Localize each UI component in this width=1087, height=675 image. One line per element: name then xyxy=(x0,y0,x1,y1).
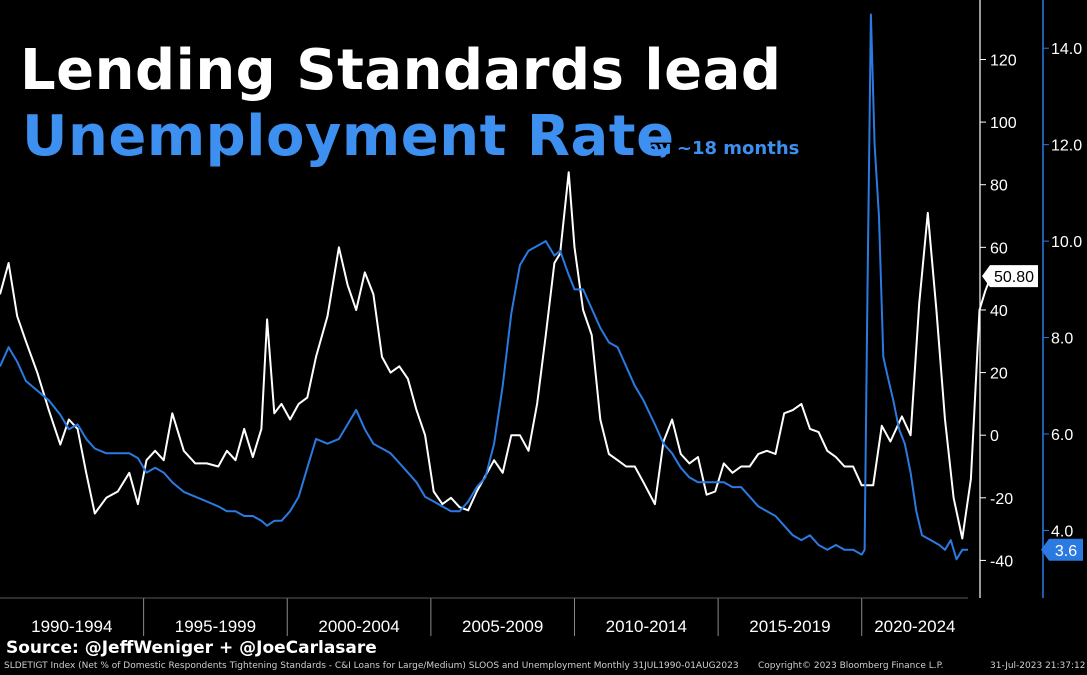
x-tick-label: 1995-1999 xyxy=(175,617,256,636)
x-tick-label: 2005-2009 xyxy=(462,617,543,636)
left-axis-tick-label: 80 xyxy=(990,178,1008,195)
chart-title-line1: Lending Standards lead xyxy=(20,38,782,103)
chart-title-line2: Unemployment Rate xyxy=(22,104,675,169)
left-axis-tick-label: 0 xyxy=(990,428,999,445)
x-axis-labels: 1990-1994 1995-1999 2000-2004 2005-2009 2010… xyxy=(31,617,955,636)
lending-last-value-label: 50.80 xyxy=(994,269,1034,286)
x-tick-label: 2010-2014 xyxy=(606,617,687,636)
left-axis-tick-label: 40 xyxy=(990,303,1008,320)
left-axis-tick-label: 100 xyxy=(990,115,1017,132)
unemployment-last-value-badge xyxy=(1041,538,1083,561)
right-axis-tick-label: 14.0 xyxy=(1051,41,1082,58)
footer-series-description: SLDETIGT Index (Net % of Domestic Respon… xyxy=(4,661,739,671)
right-y-axis: 4.0 6.0 8.0 10.0 12.0 14.0 xyxy=(1042,0,1082,598)
right-axis-tick-label: 4.0 xyxy=(1051,523,1073,540)
left-axis-tick-label: 120 xyxy=(990,52,1017,69)
right-axis-tick-label: 12.0 xyxy=(1051,138,1082,155)
footer-timestamp: 31-Jul-2023 21:37:12 xyxy=(990,661,1086,671)
lending-standards-line xyxy=(0,171,992,540)
right-axis-tick-label: 8.0 xyxy=(1051,331,1073,348)
lending-last-value-badge xyxy=(982,265,1038,288)
chart-subtitle: by ~18 months xyxy=(646,138,800,159)
x-axis-dividers xyxy=(0,597,968,636)
footer-copyright: Copyright© 2023 Bloomberg Finance L.P. xyxy=(758,661,944,671)
series-lines xyxy=(0,13,992,561)
x-tick-label: 2020-2024 xyxy=(874,617,955,636)
x-tick-label: 2000-2004 xyxy=(318,617,399,636)
right-axis-tick-label: 6.0 xyxy=(1051,427,1073,444)
right-axis-tick-label: 10.0 xyxy=(1051,234,1082,251)
left-axis-tick-label: 20 xyxy=(990,366,1008,383)
x-tick-label: 2015-2019 xyxy=(749,617,830,636)
last-value-badges: 50.80 3.6 xyxy=(982,265,1083,561)
left-axis-tick-label: -40 xyxy=(990,553,1013,570)
unemployment-last-value-label: 3.6 xyxy=(1055,543,1077,560)
left-y-axis: -40 -20 0 20 40 60 80 100 120 xyxy=(979,0,1017,598)
left-axis-tick-label: -20 xyxy=(990,491,1013,508)
x-tick-label: 1990-1994 xyxy=(31,617,112,636)
source-credit: Source: @JeffWeniger + @JoeCarlasare xyxy=(6,638,377,658)
left-axis-tick-label: 60 xyxy=(990,240,1008,257)
unemployment-rate-line xyxy=(0,13,968,561)
